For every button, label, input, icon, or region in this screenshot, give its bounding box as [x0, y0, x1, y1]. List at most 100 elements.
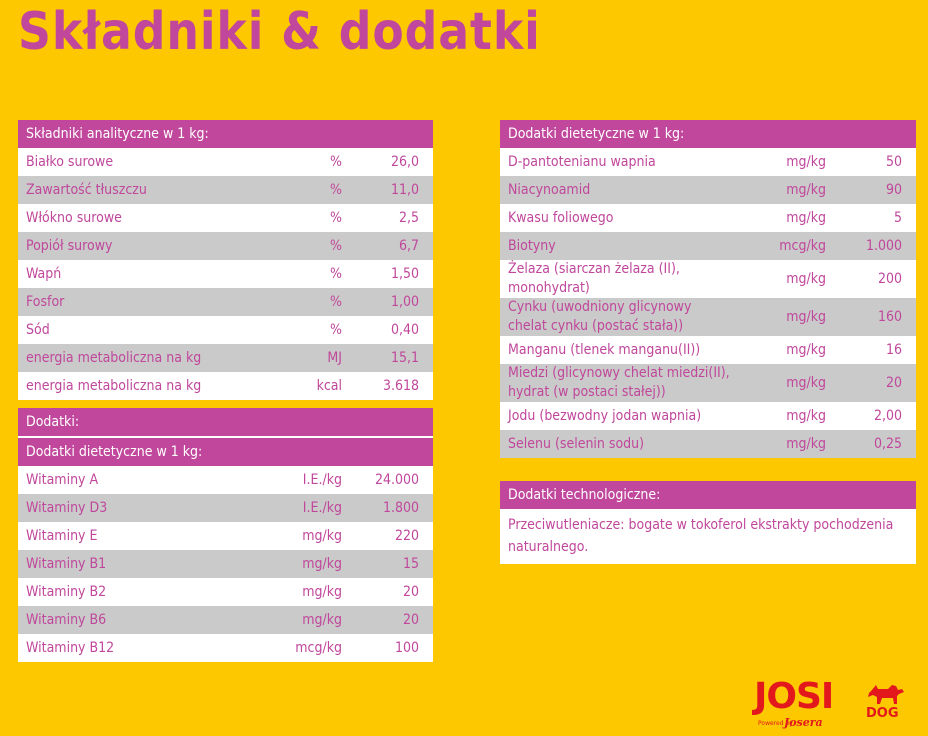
row-unit: % [330, 154, 342, 170]
row-unit: mg/kg [242, 550, 342, 578]
row-name: Witaminy B2 [26, 584, 107, 600]
row-name: Witaminy B12 [26, 640, 115, 656]
row-value: 5 [893, 210, 902, 226]
row-unit: kcal [316, 378, 342, 394]
row-unit: mcg/kg [295, 640, 342, 656]
row-unit: % [272, 176, 342, 204]
row-value: 6,7 [342, 232, 433, 260]
row-unit: MJ [272, 344, 342, 372]
row-value: 24.000 [374, 472, 419, 488]
table-row: D-pantotenianu wapnia mg/kg 50 [500, 148, 916, 176]
row-value: 20 [402, 584, 419, 600]
row-name: Wapń [26, 266, 62, 282]
row-unit: mg/kg [786, 408, 826, 424]
row-name: D-pantotenianu wapnia [508, 153, 656, 170]
row-name: energia metaboliczna na kg [26, 378, 202, 394]
table-row: Witaminy D3 I.E./kg 1.800 [18, 494, 433, 522]
row-unit: I.E./kg [302, 472, 342, 488]
table-row: Żelaza (siarczan żelaza (II), monohydrat… [500, 260, 916, 298]
row-name: Fosfor [18, 288, 272, 316]
table-row: energia metaboliczna na kg kcal 3.618 [18, 372, 433, 400]
row-value: 26,0 [390, 154, 419, 170]
row-name: Niacynoamid [500, 176, 736, 204]
technological-panel: Dodatki technologiczne: Przeciwutleniacz… [500, 481, 916, 564]
table-row: Zawartość tłuszczu% 11,0 [18, 176, 433, 204]
table-row: Witaminy B12 mcg/kg 100 [18, 634, 433, 662]
row-name: Witaminy D3 [18, 494, 242, 522]
row-value: 1,50 [390, 266, 419, 282]
logo-powered-by: Powered by [758, 720, 793, 727]
row-value: 1,00 [342, 288, 433, 316]
row-unit: mg/kg [302, 528, 342, 544]
row-value: 15 [342, 550, 433, 578]
row-unit: % [330, 322, 342, 338]
row-value: 1.800 [342, 494, 433, 522]
row-value: 220 [394, 528, 419, 544]
row-name: Cynku (uwodniony glicynowy chelat cynku … [500, 298, 736, 336]
table-row: Witaminy E mg/kg 220 [18, 522, 433, 550]
row-name: Biotyny [500, 232, 736, 260]
row-unit: % [330, 210, 342, 226]
row-value: 20 [826, 364, 916, 402]
additives-header: Dodatki: [18, 408, 433, 436]
row-value: 16 [885, 342, 902, 358]
row-unit: mg/kg [786, 154, 826, 170]
row-name: Jodu (bezwodny jodan wapnia) [508, 407, 702, 424]
table-row: Popiół surowy% 6,7 [18, 232, 433, 260]
logo-sub: DOG [866, 706, 899, 721]
row-value: 160 [826, 298, 916, 336]
row-unit: mg/kg [786, 342, 826, 358]
table-row: Cynku (uwodniony glicynowy chelat cynku … [500, 298, 916, 336]
row-name: Żelaza (siarczan żelaza (II), monohydrat… [508, 261, 680, 296]
dietetic-panel: Dodatki dietetyczne w 1 kg: D-pantotenia… [500, 120, 916, 458]
row-name: Witaminy B6 [18, 606, 242, 634]
analytical-table: Białko surowe% 26,0 Zawartość tłuszczu% 11… [18, 148, 433, 400]
table-row: Selenu (selenin sodu) mg/kg 0,25 [500, 430, 916, 458]
row-name: Zawartość tłuszczu [18, 176, 272, 204]
row-name: Włókno surowe [26, 210, 122, 226]
row-unit: mg/kg [736, 176, 826, 204]
row-name: energia metaboliczna na kg [18, 344, 272, 372]
logo-maker: Josera [784, 716, 823, 729]
row-value: 1.000 [826, 232, 916, 260]
row-name: Manganu (tlenek manganu(II)) [508, 341, 701, 358]
row-value: 11,0 [342, 176, 433, 204]
page-title: Składniki & dodatki [18, 2, 541, 62]
row-unit: mcg/kg [736, 232, 826, 260]
analytical-panel: Składniki analityczne w 1 kg: Białko sur… [18, 120, 433, 662]
row-unit: I.E./kg [242, 494, 342, 522]
row-name: Sód [26, 322, 50, 338]
table-row: Witaminy B6 mg/kg 20 [18, 606, 433, 634]
row-value: 100 [394, 640, 419, 656]
row-value: 15,1 [342, 344, 433, 372]
table-row: Miedzi (glicynowy chelat miedzi(II), hyd… [500, 364, 916, 402]
row-value: 2,5 [398, 210, 419, 226]
row-value: 50 [885, 154, 902, 170]
row-value: 0,40 [390, 322, 419, 338]
table-row: Manganu (tlenek manganu(II)) mg/kg 16 [500, 336, 916, 364]
table-row: Kwasu foliowego mg/kg 5 [500, 204, 916, 232]
row-name: Witaminy A [26, 472, 99, 488]
section-gap [18, 400, 433, 408]
row-unit: % [272, 232, 342, 260]
row-unit: mg/kg [302, 584, 342, 600]
row-value: 90 [826, 176, 916, 204]
table-row: Witaminy A I.E./kg 24.000 [18, 466, 433, 494]
table-row: Białko surowe% 26,0 [18, 148, 433, 176]
table-row: Witaminy B1 mg/kg 15 [18, 550, 433, 578]
logo-brand: JOSI [754, 676, 834, 717]
row-unit: mg/kg [242, 606, 342, 634]
table-row: Fosfor% 1,00 [18, 288, 433, 316]
row-name: Witaminy E [26, 528, 98, 544]
row-name: Miedzi (glicynowy chelat miedzi(II), hyd… [500, 364, 736, 402]
row-unit: % [272, 288, 342, 316]
row-name: Białko surowe [26, 154, 114, 170]
table-row: Włókno surowe% 2,5 [18, 204, 433, 232]
row-value: 0,25 [826, 430, 916, 458]
row-unit: mg/kg [736, 364, 826, 402]
row-unit: % [330, 266, 342, 282]
table-row: energia metaboliczna na kg MJ 15,1 [18, 344, 433, 372]
row-name: Selenu (selenin sodu) [500, 430, 736, 458]
dog-icon [868, 685, 904, 704]
row-name: Popiół surowy [18, 232, 272, 260]
